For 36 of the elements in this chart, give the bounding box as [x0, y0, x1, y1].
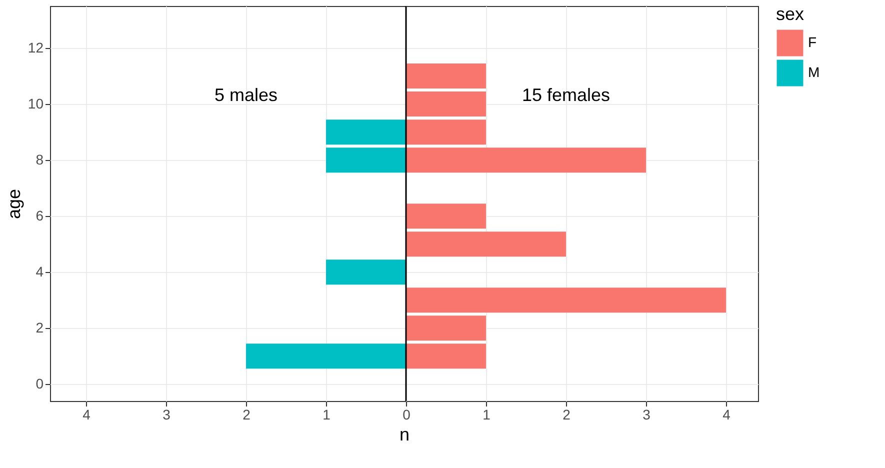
annotation: 5 males	[214, 85, 278, 105]
legend-title: sex	[776, 4, 804, 24]
x-tick-label: 2	[562, 406, 571, 422]
x-tick-label: 1	[482, 406, 491, 422]
x-tick-label: 0	[402, 406, 411, 422]
bar	[406, 232, 566, 257]
bar	[406, 92, 486, 117]
bar	[406, 64, 486, 89]
bar	[406, 148, 646, 173]
x-tick-label: 2	[242, 406, 251, 422]
y-tick-label: 10	[28, 96, 44, 112]
x-tick-label: 3	[642, 406, 651, 422]
x-tick-label: 1	[322, 406, 331, 422]
x-tick-label: 3	[162, 406, 171, 422]
legend-label: F	[808, 34, 817, 50]
bar	[406, 316, 486, 341]
y-axis-title: age	[4, 188, 24, 220]
y-tick-label: 4	[36, 264, 44, 280]
bar	[406, 288, 726, 313]
bar	[406, 204, 486, 229]
bar	[326, 260, 406, 285]
y-tick-label: 12	[28, 40, 44, 56]
x-tick-label: 4	[722, 406, 731, 422]
bar	[406, 344, 486, 369]
bar	[246, 344, 406, 369]
bar	[326, 148, 406, 173]
bar	[406, 120, 486, 145]
y-tick-label: 2	[36, 320, 44, 336]
y-tick-label: 8	[36, 152, 44, 168]
x-tick-label: 4	[82, 406, 91, 422]
y-tick-label: 6	[36, 208, 44, 224]
legend-label: M	[808, 64, 820, 80]
y-tick-label: 0	[36, 376, 44, 392]
bar	[326, 120, 406, 145]
annotation: 15 females	[522, 85, 610, 105]
x-axis-title: n	[399, 424, 410, 444]
